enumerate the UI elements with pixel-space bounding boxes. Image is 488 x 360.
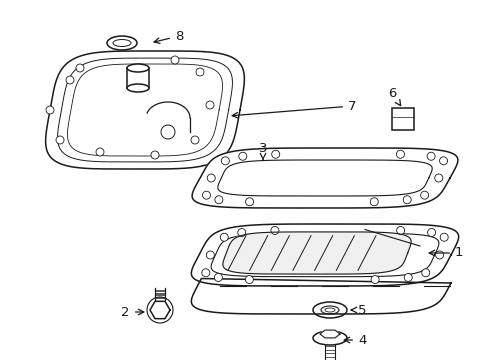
Polygon shape — [391, 108, 413, 130]
Circle shape — [207, 174, 215, 182]
Circle shape — [221, 157, 229, 165]
Circle shape — [214, 274, 222, 282]
Circle shape — [434, 174, 442, 182]
Text: 8: 8 — [154, 30, 183, 44]
Circle shape — [439, 157, 447, 165]
Ellipse shape — [127, 64, 149, 72]
Ellipse shape — [325, 308, 334, 312]
Circle shape — [206, 251, 214, 259]
Circle shape — [202, 191, 210, 199]
Circle shape — [76, 64, 84, 72]
Circle shape — [56, 136, 64, 144]
Circle shape — [370, 275, 378, 284]
Polygon shape — [45, 51, 244, 169]
Circle shape — [421, 269, 429, 277]
Text: 5: 5 — [350, 303, 366, 316]
Text: 2: 2 — [121, 306, 143, 319]
Ellipse shape — [113, 40, 131, 46]
Circle shape — [238, 152, 246, 160]
Circle shape — [214, 196, 223, 204]
Circle shape — [439, 233, 447, 241]
Circle shape — [205, 101, 214, 109]
Polygon shape — [223, 232, 410, 274]
Circle shape — [96, 148, 104, 156]
Circle shape — [191, 136, 199, 144]
Circle shape — [151, 151, 159, 159]
Circle shape — [66, 76, 74, 84]
Circle shape — [369, 198, 378, 206]
Ellipse shape — [127, 84, 149, 92]
Polygon shape — [319, 330, 339, 338]
Polygon shape — [191, 224, 458, 286]
Circle shape — [396, 150, 404, 158]
Circle shape — [202, 269, 209, 277]
Text: 4: 4 — [344, 333, 366, 346]
Circle shape — [171, 56, 179, 64]
Circle shape — [404, 274, 411, 282]
Circle shape — [46, 106, 54, 114]
Circle shape — [196, 68, 203, 76]
Text: 7: 7 — [232, 99, 356, 118]
Text: 3: 3 — [258, 141, 267, 160]
Text: 6: 6 — [387, 86, 400, 105]
Polygon shape — [192, 148, 457, 208]
Circle shape — [427, 229, 435, 237]
Ellipse shape — [312, 302, 346, 318]
Circle shape — [420, 191, 428, 199]
Circle shape — [237, 229, 245, 237]
Polygon shape — [150, 301, 170, 319]
Circle shape — [270, 226, 278, 234]
Circle shape — [147, 297, 173, 323]
Circle shape — [220, 233, 228, 241]
Circle shape — [403, 196, 410, 204]
Circle shape — [245, 275, 253, 284]
Circle shape — [435, 251, 443, 259]
Ellipse shape — [107, 36, 137, 50]
Circle shape — [245, 198, 253, 206]
Ellipse shape — [320, 306, 338, 314]
Circle shape — [396, 226, 404, 234]
Circle shape — [426, 152, 434, 160]
Circle shape — [271, 150, 279, 158]
Text: 1: 1 — [428, 247, 463, 260]
Ellipse shape — [312, 331, 346, 345]
